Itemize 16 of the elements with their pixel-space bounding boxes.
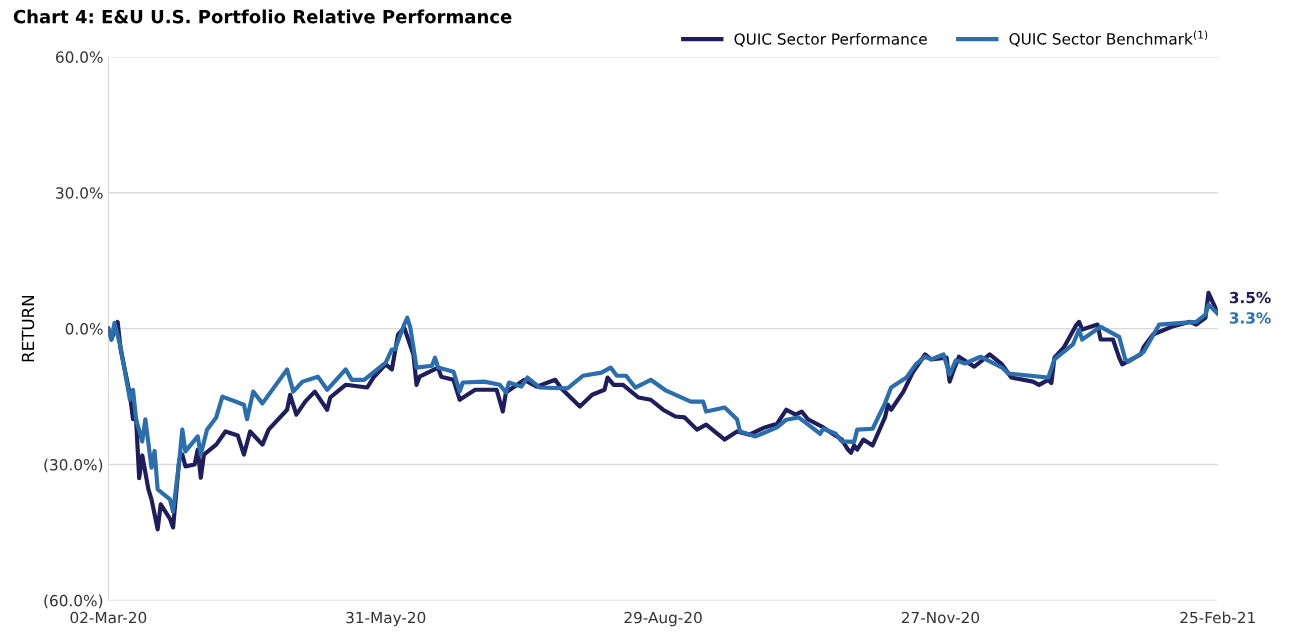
legend-label: QUIC Sector Benchmark$^{(1)}$ [1009,30,1208,47]
x-tick-label: 31-May-20 [346,611,426,627]
annotation: 3.3% [1229,312,1271,324]
y-tick-label: (60.0%) [44,594,103,609]
annotation: 3.5% [1229,291,1271,304]
x-tick-label: 02-Mar-20 [70,611,147,624]
x-tick-label: 27-Nov-20 [901,611,980,624]
x-tick-label: 29-Aug-20 [624,611,702,627]
x-tick-label: 25-Feb-21 [1180,611,1255,624]
y-tick-label: 30.0% [56,187,103,199]
y-tick-label: 0.0% [65,323,103,335]
y-tick-label: 60.0% [56,51,103,63]
y-tick-label: (30.0%) [44,458,103,473]
chart-title: Chart 4: E&U U.S. Portfolio Relative Performance [13,9,512,24]
legend-label: QUIC Sector Performance [734,32,927,47]
y-axis-title: RETURN [21,296,35,362]
